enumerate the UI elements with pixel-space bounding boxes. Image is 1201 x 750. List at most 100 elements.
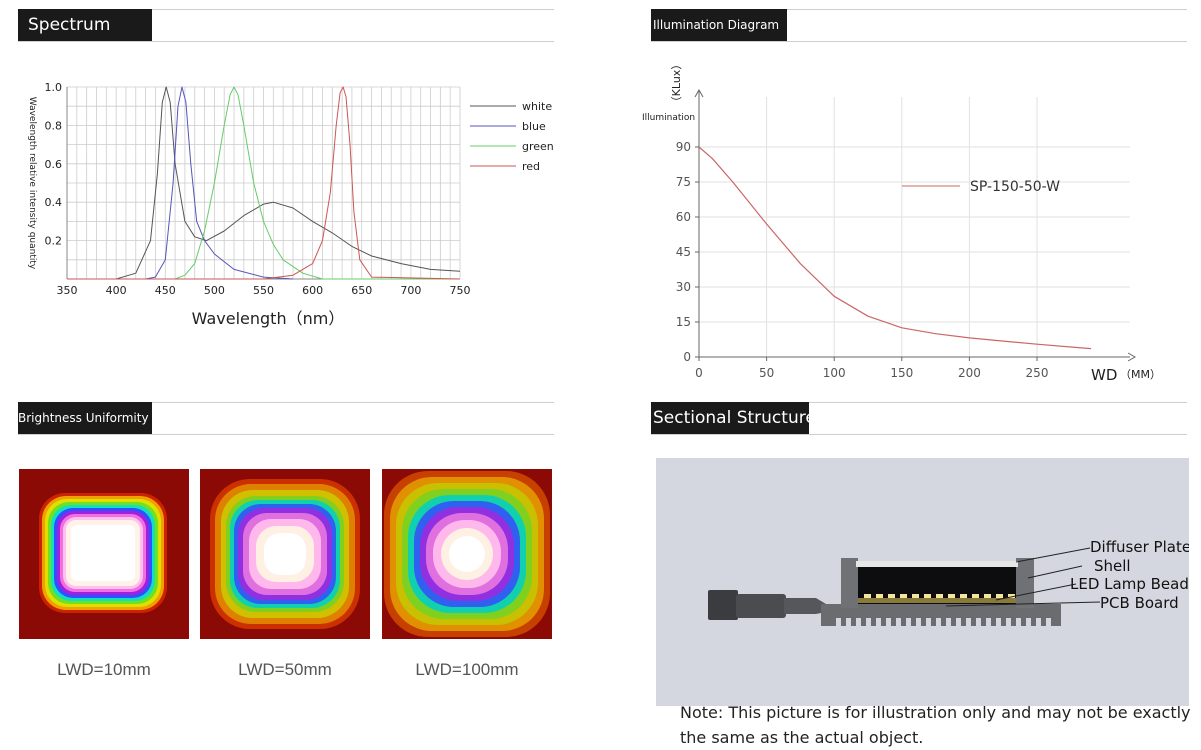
led-bead bbox=[912, 594, 919, 598]
y-tick-label: 0 bbox=[683, 350, 691, 364]
x-tick-label: 650 bbox=[351, 284, 372, 297]
y-tick-label: 15 bbox=[676, 315, 691, 329]
callout-line bbox=[995, 583, 1077, 601]
fin-gap bbox=[946, 618, 951, 626]
section-title: Spectrum bbox=[18, 9, 152, 41]
illumination-chart: 0 50 100 150 200 250 0 15 30 45 60 75 90 （KLux） Ill… bbox=[642, 59, 1161, 384]
y-tick-label: 30 bbox=[676, 280, 691, 294]
illumination-x-ticks: 0 50 100 150 200 250 bbox=[695, 366, 1048, 380]
y-tick-label: 60 bbox=[676, 210, 691, 224]
fin-gap bbox=[976, 618, 981, 626]
illumination-y-label: Illumination bbox=[642, 113, 695, 123]
fin-gap bbox=[986, 618, 991, 626]
led-bead bbox=[972, 594, 979, 598]
spectrum-y-label: Wavelength relative intensity quantity bbox=[27, 97, 37, 270]
sectional-structure-image: Diffuser Plate Shell LED Lamp Beads PCB … bbox=[656, 458, 1197, 706]
spectrum-x-label: Wavelength（nm） bbox=[192, 309, 345, 328]
cable bbox=[784, 598, 826, 614]
led-lamp-beads bbox=[864, 594, 1015, 598]
illumination-x-label: WD bbox=[1091, 366, 1117, 384]
illumination-y-ticks: 0 15 30 45 60 75 90 bbox=[676, 140, 691, 364]
fin-gap bbox=[996, 618, 1001, 626]
y-axis-arrow bbox=[694, 88, 704, 98]
fin-gap bbox=[836, 618, 841, 626]
heat-sink-fins bbox=[836, 618, 1051, 626]
uniformity-map-10mm bbox=[19, 469, 189, 639]
legend-label: SP-150-50-W bbox=[970, 179, 1060, 195]
y-tick-label: 45 bbox=[676, 245, 691, 259]
x-tick-label: 450 bbox=[155, 284, 176, 297]
fin-gap bbox=[1046, 618, 1051, 626]
fin-gap bbox=[866, 618, 871, 626]
illumination-series bbox=[698, 146, 1092, 350]
series-line-red bbox=[67, 86, 461, 280]
spectrum-x-ticks: 350 400 450 500 550 600 650 700 750 bbox=[57, 284, 471, 297]
shell-left bbox=[841, 558, 858, 608]
callout-shell: Shell bbox=[1094, 557, 1131, 575]
callout-line bbox=[1027, 565, 1083, 579]
x-tick-label: 0 bbox=[695, 366, 703, 380]
illustration-note: Note: This picture is for illustration o… bbox=[680, 703, 1191, 747]
legend-label: red bbox=[522, 160, 540, 173]
section-title: Sectional Structure bbox=[651, 402, 816, 434]
series-line-white bbox=[67, 86, 461, 280]
illumination-legend: SP-150-50-W bbox=[902, 179, 1060, 195]
x-tick-label: 50 bbox=[759, 366, 774, 380]
uniformity-map-50mm bbox=[200, 469, 370, 639]
fin-gap bbox=[856, 618, 861, 626]
fin-gap bbox=[846, 618, 851, 626]
fin-gap bbox=[1026, 618, 1031, 626]
led-bead bbox=[876, 594, 883, 598]
uniformity-map-100mm bbox=[382, 469, 552, 639]
header-line bbox=[651, 434, 1187, 435]
led-bead bbox=[1008, 594, 1015, 598]
lamp-cross-section: Diffuser Plate Shell LED Lamp Beads PCB … bbox=[708, 538, 1197, 626]
illumination-header: Illumination Diagram bbox=[651, 9, 1187, 42]
section-title: Illumination Diagram bbox=[651, 9, 787, 41]
spectrum-legend: white blue green red bbox=[470, 100, 554, 173]
pcb-board bbox=[858, 598, 1016, 603]
spectrum-chart: 350 400 450 500 550 600 650 700 750 0.2 0.4 0.6 0.8… bbox=[27, 81, 554, 328]
legend-label: white bbox=[522, 100, 552, 113]
x-tick-label: 550 bbox=[253, 284, 274, 297]
uniformity-label: LWD=100mm bbox=[415, 660, 519, 679]
shell-right bbox=[1016, 558, 1034, 608]
uniformity-header: Brightness Uniformity bbox=[18, 402, 554, 435]
y-tick-label: 75 bbox=[676, 175, 691, 189]
fin-gap bbox=[876, 618, 881, 626]
header-line bbox=[18, 41, 554, 42]
legend-label: green bbox=[522, 140, 554, 153]
illumination-grid bbox=[699, 97, 1130, 357]
fin-gap bbox=[1036, 618, 1041, 626]
y-tick-label: 90 bbox=[676, 140, 691, 154]
x-tick-label: 350 bbox=[57, 284, 78, 297]
led-bead bbox=[900, 594, 907, 598]
x-tick-label: 200 bbox=[958, 366, 981, 380]
y-tick-label: 0.4 bbox=[45, 196, 63, 209]
x-tick-label: 250 bbox=[1026, 366, 1049, 380]
x-tick-label: 400 bbox=[106, 284, 127, 297]
x-tick-label: 700 bbox=[400, 284, 421, 297]
callout-diffuser-plate: Diffuser Plate bbox=[1090, 538, 1189, 556]
spectrum-series bbox=[67, 86, 461, 280]
led-bead bbox=[936, 594, 943, 598]
fin-gap bbox=[966, 618, 971, 626]
illumination-y-unit: （KLux） bbox=[670, 59, 683, 108]
spectrum-grid bbox=[66, 86, 461, 280]
header-line bbox=[651, 41, 1187, 42]
x-tick-label: 500 bbox=[204, 284, 225, 297]
section-title: Brightness Uniformity bbox=[18, 402, 152, 434]
header-line bbox=[651, 9, 1187, 10]
illumination-x-unit: （MM） bbox=[1120, 368, 1161, 381]
header-line bbox=[18, 434, 554, 435]
fin-gap bbox=[936, 618, 941, 626]
header-line bbox=[651, 402, 1187, 403]
cable-strain-relief bbox=[736, 594, 786, 618]
fin-gap bbox=[1006, 618, 1011, 626]
header-line bbox=[18, 402, 554, 403]
header-line bbox=[18, 9, 554, 10]
spectrum-y-ticks: 0.2 0.4 0.6 0.8 1.0 bbox=[45, 81, 63, 248]
uniformity-label: LWD=10mm bbox=[57, 660, 151, 679]
structure-header: Sectional Structure bbox=[651, 402, 1187, 435]
series-line-SP-150-50-W bbox=[698, 146, 1092, 350]
